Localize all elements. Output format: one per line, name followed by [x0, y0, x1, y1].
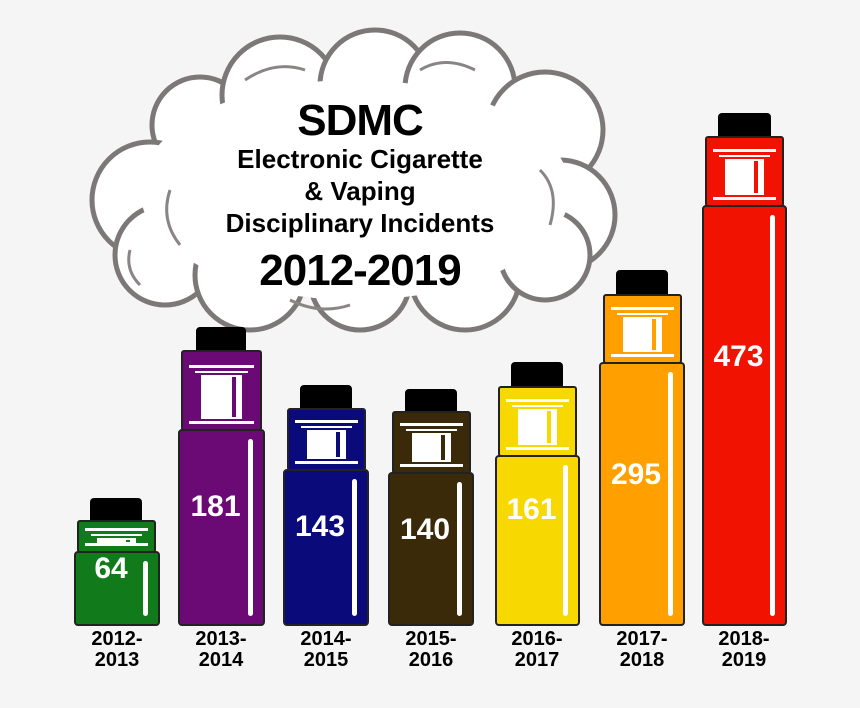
tank-window	[201, 375, 242, 419]
tank-line	[611, 307, 674, 310]
tank-window	[307, 430, 346, 459]
bar-value-label: 295	[610, 458, 662, 491]
highlight-stripe	[457, 482, 462, 616]
tank-line	[713, 197, 776, 200]
tank-line	[195, 371, 248, 373]
category-label-top: 2014-	[300, 628, 352, 650]
category-label-top: 2017-	[616, 628, 668, 650]
tank-line	[506, 447, 569, 450]
bar-value-label: 473	[713, 340, 764, 373]
drip-tip-cap	[405, 389, 457, 414]
category-label-top: 2016-	[511, 628, 563, 650]
highlight-stripe	[770, 215, 775, 616]
category-label-top: 2015-	[405, 628, 457, 650]
category-label-bottom: 2017	[514, 649, 560, 671]
chart-title-main: SDMC	[297, 96, 424, 145]
chart-title-line1: Electronic Cigarette	[237, 144, 483, 174]
tank-line	[617, 313, 668, 315]
bar-value-label: 143	[294, 510, 346, 543]
tank-line	[189, 365, 254, 368]
category-label: 2018- 2019	[694, 629, 794, 671]
tank-section	[77, 520, 156, 553]
category-label-bottom: 2014	[198, 649, 244, 671]
chart-title-line2: & Vaping	[304, 176, 416, 206]
tank-line	[400, 464, 463, 467]
category-label-bottom: 2015	[303, 649, 349, 671]
category-label: 2012- 2013	[67, 629, 167, 671]
category-label: 2017- 2018	[592, 629, 692, 671]
tank-line	[85, 543, 148, 546]
tank-line	[91, 534, 142, 536]
tank-window	[97, 538, 136, 544]
category-label-bottom: 2019	[721, 649, 767, 671]
bar-value-label: 64	[94, 552, 128, 585]
bar-value-label: 140	[399, 513, 451, 546]
tank-window	[412, 433, 451, 462]
bar-value-label: 181	[190, 490, 241, 523]
tank-window	[623, 317, 662, 352]
highlight-stripe	[248, 439, 253, 616]
highlight-stripe	[668, 372, 673, 616]
drip-tip-cap	[300, 385, 352, 411]
tank-line	[400, 423, 463, 426]
tank-line	[85, 528, 148, 531]
tank-line	[713, 149, 776, 152]
category-label-top: 2012-	[91, 628, 143, 650]
tank-line	[406, 429, 457, 431]
tank-line	[719, 155, 770, 157]
tank-line	[301, 426, 352, 428]
tank-line	[512, 405, 563, 407]
category-label: 2015- 2016	[381, 629, 481, 671]
bar-value-label: 161	[506, 493, 557, 526]
category-label-bottom: 2013	[94, 649, 140, 671]
tank-line	[506, 399, 569, 402]
category-label-top: 2013-	[195, 628, 247, 650]
tank-line	[189, 421, 254, 424]
chart-title-years: 2012-2019	[259, 246, 461, 295]
category-label: 2016- 2017	[487, 629, 587, 671]
chart-title-line3: Disciplinary Incidents	[225, 208, 495, 238]
highlight-stripe	[143, 561, 148, 616]
highlight-stripe	[352, 479, 357, 616]
highlight-stripe	[563, 465, 568, 616]
category-label-bottom: 2018	[619, 649, 665, 671]
drip-tip-cap	[616, 270, 668, 297]
category-label: 2013- 2014	[171, 629, 271, 671]
category-label: 2014- 2015	[276, 629, 376, 671]
tank-line	[295, 461, 358, 464]
drip-tip-cap	[511, 362, 563, 389]
tank-line	[611, 354, 674, 357]
category-label-top: 2018-	[718, 628, 770, 650]
category-label-bottom: 2016	[408, 649, 454, 671]
tank-line	[295, 420, 358, 423]
tank-window	[518, 409, 557, 445]
tank-window	[725, 159, 764, 195]
